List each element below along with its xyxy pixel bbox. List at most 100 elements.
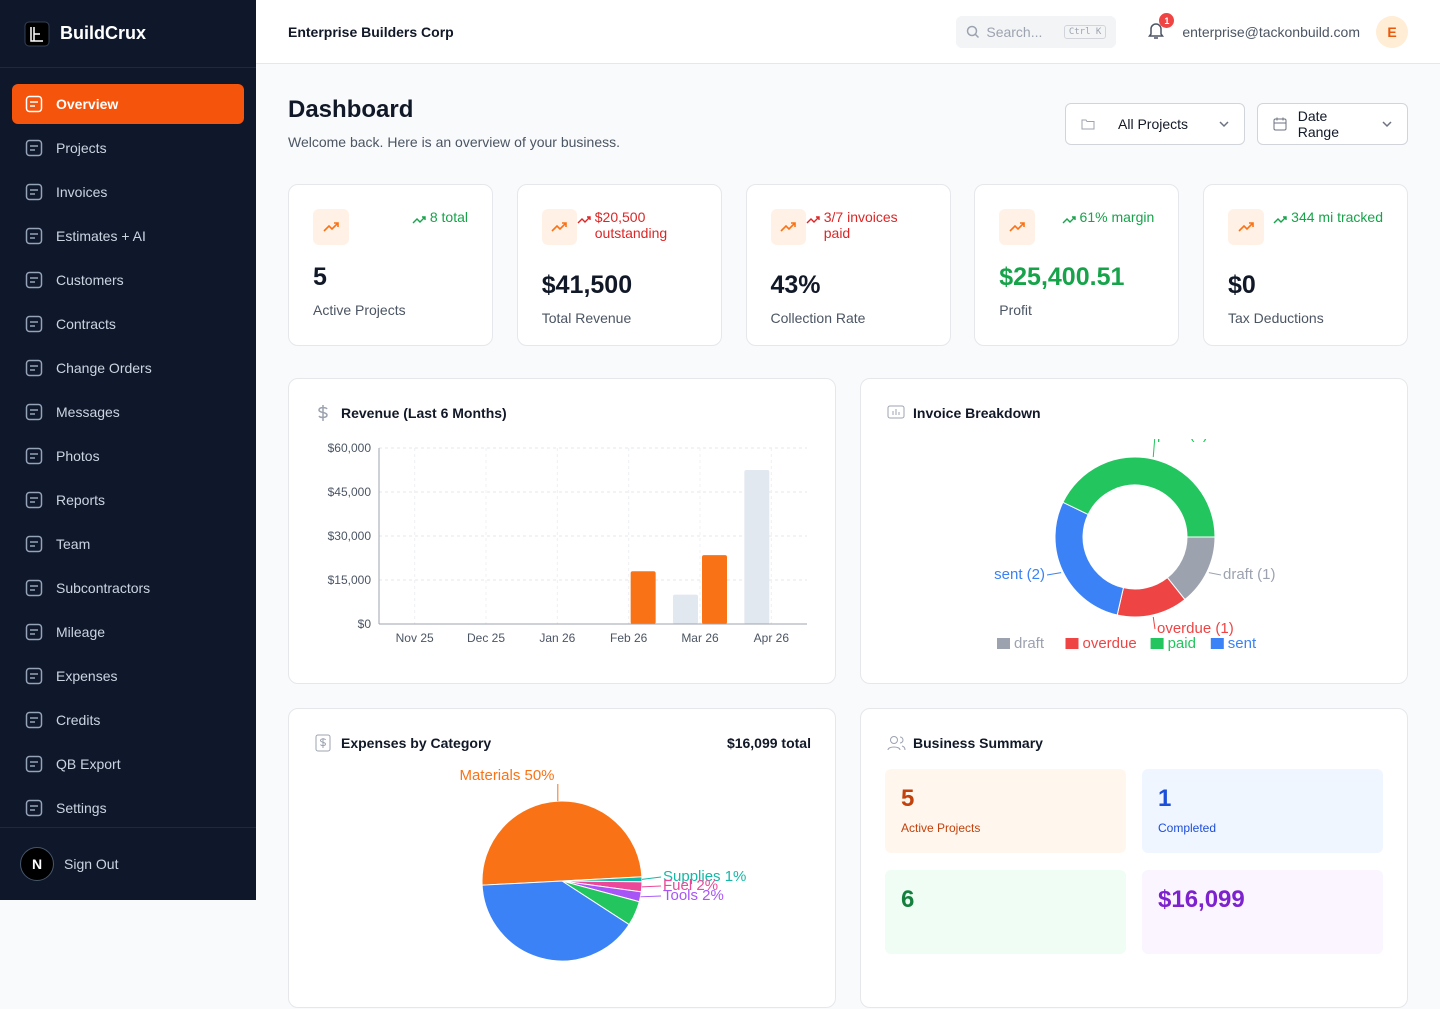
nav-item[interactable]: Mileage [12,612,244,652]
nav-item[interactable]: Estimates + AI [12,216,244,256]
stat-label: Collection Rate [770,310,866,326]
notifications[interactable]: 1 [1146,13,1175,43]
nav-item[interactable]: Overview [12,84,244,124]
brand-name: BuildCrux [60,23,147,43]
nav-item[interactable]: Customers [12,260,244,300]
nav-icon [25,227,43,245]
trend-icon [412,216,426,224]
nav-item[interactable]: Subcontractors [12,568,244,608]
nav-item[interactable]: Credits [12,700,244,740]
donut-slice [1054,501,1125,616]
topbar: Enterprise Builders Corp Search... Ctrl … [256,0,1440,64]
nav-label: Photos [56,448,100,464]
icon [1238,222,1254,232]
nav-icon [25,183,43,201]
icon-shape [1062,216,1076,224]
brand-logo [24,21,50,46]
icon-shape [30,409,38,415]
icon-shape [412,216,426,224]
x-tick-label: Feb 26 [610,631,648,645]
icon-shape [323,222,339,232]
leader-line [641,885,662,888]
stat-label: Active Projects [313,302,406,318]
icon-shape [780,222,796,232]
nav-label: Customers [56,272,124,288]
icon-shape [30,277,38,283]
card-title: Expenses by Category [341,735,492,751]
slice-label: overdue (1) [1157,620,1234,637]
badge-text: 3/7 invoices paid [823,209,898,241]
icon-shape [1238,222,1254,232]
icon-shape [25,271,43,289]
summary-tile: 1 Completed [1142,769,1383,853]
icon-shape [1273,216,1287,224]
receipt-icon [315,734,331,752]
stat-icon [1228,209,1264,245]
search-placeholder: Search... [986,23,1043,40]
donut-slice [1062,456,1216,538]
x-tick-label: Dec 25 [467,631,505,645]
sign-out[interactable]: N Sign Out [0,827,256,900]
date-filter[interactable]: Date Range [1257,103,1408,145]
nav-item[interactable]: Photos [12,436,244,476]
stat-card: 8 total 5 Active Projects [288,184,493,346]
badge-text: $20,500 outstanding [594,209,668,241]
tile-label: Completed [1158,821,1217,835]
trend-icon [1062,216,1076,224]
nav-label: QB Export [56,756,121,772]
nav-label: Settings [56,800,107,816]
chevron [1219,121,1229,128]
page-subtitle: Welcome back. Here is an overview of you… [288,134,620,150]
trend-icon [806,216,820,224]
icon-shape [30,761,38,767]
nav-item[interactable]: Projects [12,128,244,168]
leader-line [1046,572,1062,576]
nav-label: Reports [56,492,106,508]
slice-label: paid (3) [1157,426,1208,443]
nav-item[interactable]: Expenses [12,656,244,696]
invoice-card: Invoice Breakdown draft (1) overdue (1) se… [860,378,1408,684]
tile-value: 5 [901,785,915,812]
nav-item[interactable]: Settings [12,788,244,828]
legend-swatch [997,638,1010,649]
icon-shape [30,629,38,635]
tile-value: $16,099 [1158,886,1245,913]
nav-item[interactable]: Invoices [12,172,244,212]
legend-swatch [1210,638,1224,649]
nav-item[interactable]: Change Orders [12,348,244,388]
summary-tile: 5 Active Projects [885,769,1126,853]
icon-shape [30,541,38,547]
project-filter[interactable]: All Projects [1065,103,1245,145]
slice-label: Fuel 2% [663,877,718,894]
nav-item[interactable]: Contracts [12,304,244,344]
badge-text: 8 total [429,209,468,225]
brand[interactable]: BuildCrux [0,0,256,68]
icon-shape [25,491,43,509]
search[interactable]: Search... Ctrl K [956,15,1117,48]
account-avatar[interactable]: E [1376,15,1408,48]
icon [780,222,796,232]
nav-item[interactable]: QB Export [12,744,244,784]
nav-item[interactable]: Team [12,524,244,564]
icon-shape [30,101,38,107]
icon-shape [25,227,43,245]
company-name: Enterprise Builders Corp [288,23,454,40]
icon-shape [25,711,43,729]
tile-value: 1 [1158,785,1172,812]
chart-icon [887,405,905,419]
icon-shape [30,497,38,503]
sign-out-label: Sign Out [64,856,119,872]
slice-label: Materials 50% [459,767,554,784]
leader-line [1152,439,1156,458]
stat-header: 8 total [313,209,468,245]
bar [702,555,727,624]
stat-value: $41,500 [541,271,633,299]
summary-tile: 6 [885,870,1126,954]
y-tick-label: $30,000 [328,529,372,543]
icon-shape [577,216,591,224]
nav-item[interactable]: Messages [12,392,244,432]
nav-item[interactable]: Reports [12,480,244,520]
nav-label: Change Orders [56,360,152,376]
nav-icon [25,95,43,113]
y-tick-label: $15,000 [328,573,372,587]
